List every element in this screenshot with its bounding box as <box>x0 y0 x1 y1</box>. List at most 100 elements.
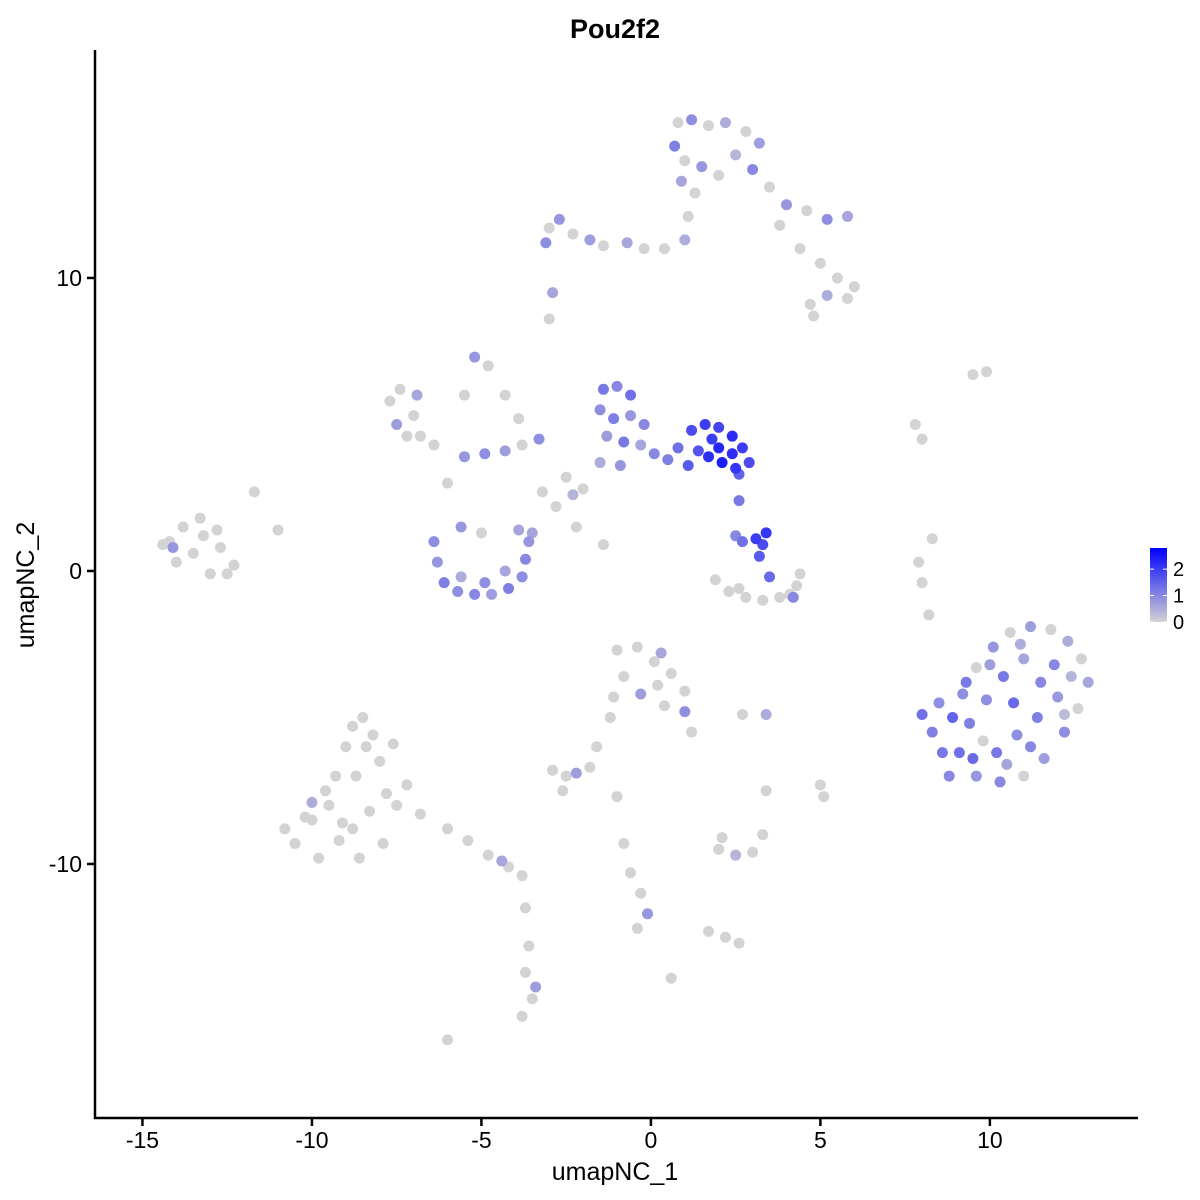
point <box>716 832 728 844</box>
point <box>503 583 515 595</box>
point <box>499 445 511 457</box>
point <box>648 656 660 668</box>
point <box>547 287 559 299</box>
point <box>1048 659 1060 671</box>
point <box>780 199 792 211</box>
point <box>523 940 535 952</box>
point <box>713 421 725 433</box>
point <box>1065 670 1077 682</box>
x-tick-label: 0 <box>645 1127 658 1153</box>
point <box>523 536 535 548</box>
point <box>764 571 776 583</box>
point <box>713 442 725 454</box>
point <box>1001 758 1013 770</box>
point <box>519 902 531 914</box>
point <box>682 459 694 471</box>
point <box>333 835 345 847</box>
point <box>842 292 854 304</box>
point <box>953 747 965 759</box>
point <box>675 175 687 187</box>
point <box>570 767 582 779</box>
point <box>699 418 711 430</box>
point <box>594 457 606 469</box>
point <box>1058 726 1070 738</box>
point <box>306 814 318 826</box>
point <box>764 181 776 193</box>
point <box>730 149 742 161</box>
point <box>604 711 616 723</box>
point <box>597 539 609 551</box>
point <box>672 442 684 454</box>
point <box>625 389 637 401</box>
point <box>736 709 748 721</box>
point <box>557 785 569 797</box>
point <box>157 539 169 551</box>
point <box>1052 691 1064 703</box>
point <box>597 383 609 395</box>
point <box>381 788 393 800</box>
point <box>719 117 731 129</box>
point <box>336 817 348 829</box>
point <box>458 389 470 401</box>
point <box>686 726 698 738</box>
point <box>808 310 820 322</box>
point <box>479 448 491 460</box>
point <box>553 213 565 225</box>
point <box>679 155 691 167</box>
point <box>980 366 992 378</box>
point <box>306 796 318 808</box>
point <box>703 451 715 463</box>
point <box>821 290 833 302</box>
point <box>519 553 531 565</box>
point <box>560 770 572 782</box>
point <box>611 380 623 392</box>
point <box>625 867 637 879</box>
point <box>923 609 935 621</box>
point <box>757 594 769 606</box>
point <box>384 395 396 407</box>
point <box>401 779 413 791</box>
point <box>438 577 450 589</box>
point <box>658 243 670 255</box>
point <box>499 389 511 401</box>
point <box>760 709 772 721</box>
point <box>543 222 555 234</box>
point <box>733 583 745 595</box>
point <box>567 489 579 501</box>
point <box>635 887 647 899</box>
point <box>347 720 359 732</box>
point <box>513 524 525 536</box>
point <box>374 755 386 767</box>
y-axis-label: umapNC_2 <box>12 522 40 648</box>
point <box>570 521 582 533</box>
point <box>597 240 609 252</box>
point <box>353 852 365 864</box>
point <box>584 761 596 773</box>
point <box>1018 653 1030 665</box>
point <box>408 410 420 422</box>
point <box>1062 635 1074 647</box>
point <box>736 536 748 548</box>
point <box>394 383 406 395</box>
point <box>757 829 769 841</box>
point <box>686 424 698 436</box>
point <box>482 360 494 372</box>
point <box>469 588 481 600</box>
point <box>991 747 1003 759</box>
point <box>967 369 979 381</box>
x-tick-label: -10 <box>295 1127 328 1153</box>
point <box>367 729 379 741</box>
point <box>360 741 372 753</box>
x-tick-label: 5 <box>814 1127 827 1153</box>
point <box>1031 711 1043 723</box>
point <box>516 439 528 451</box>
point <box>747 846 759 858</box>
colorbar-tick-label: 2 <box>1173 559 1184 581</box>
point <box>686 114 698 126</box>
point <box>964 717 976 729</box>
point <box>984 659 996 671</box>
point <box>204 568 216 580</box>
point <box>1075 653 1087 665</box>
x-tick-label: -15 <box>126 1127 159 1153</box>
point <box>414 430 426 442</box>
